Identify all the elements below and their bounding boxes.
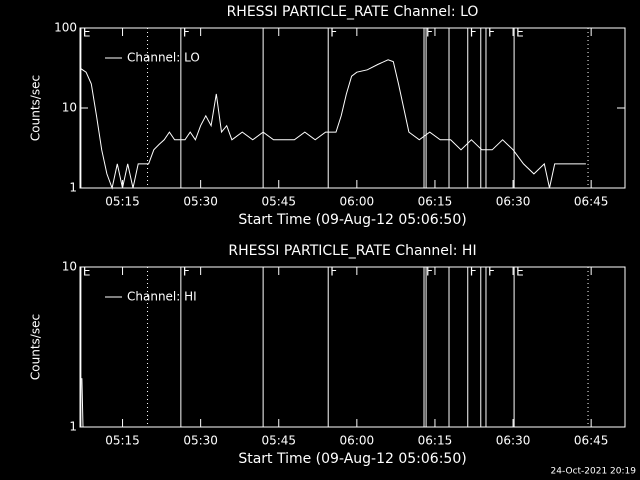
x-tick-label: 06:30 — [496, 434, 531, 448]
y-tick-label: 10 — [62, 101, 77, 115]
flag-label: F — [426, 265, 433, 279]
y-tick-label: 10 — [62, 260, 77, 274]
flag-label: F — [183, 26, 190, 40]
flag-label: F — [330, 26, 337, 40]
x-tick-label: 05:15 — [105, 434, 140, 448]
x-tick-label: 05:45 — [261, 434, 296, 448]
chart-title: RHESSI PARTICLE_RATE Channel: HI — [228, 243, 476, 259]
flag-label: F — [426, 26, 433, 40]
x-tick-label: 06:15 — [418, 434, 453, 448]
data-line — [80, 59, 586, 190]
legend-label: Channel: LO — [127, 51, 200, 65]
flag-label: F — [470, 26, 477, 40]
flag-label: F — [330, 265, 337, 279]
y-tick-label: 100 — [54, 21, 77, 35]
flag-label: F — [183, 265, 190, 279]
x-axis-label: Start Time (09-Aug-12 05:06:50) — [238, 212, 466, 228]
x-tick-label: 05:30 — [183, 434, 218, 448]
x-tick-label: 06:45 — [574, 195, 609, 209]
flag-label: E — [83, 26, 91, 40]
x-tick-label: 06:15 — [418, 195, 453, 209]
x-tick-label: 06:30 — [496, 195, 531, 209]
flag-label: F — [470, 265, 477, 279]
x-tick-label: 06:00 — [340, 434, 375, 448]
plot-frame — [79, 266, 626, 428]
data-line — [80, 378, 84, 428]
y-tick-label: 1 — [69, 181, 77, 195]
y-axis-label: Counts/sec — [29, 75, 43, 141]
chart-title: RHESSI PARTICLE_RATE Channel: LO — [227, 4, 479, 20]
x-tick-label: 05:45 — [261, 195, 296, 209]
flag-label: E — [83, 265, 91, 279]
x-tick-label: 06:45 — [574, 434, 609, 448]
flag-label: E — [516, 26, 524, 40]
legend-label: Channel: HI — [127, 290, 197, 304]
flag-label: F — [488, 26, 495, 40]
x-tick-label: 06:00 — [340, 195, 375, 209]
x-tick-label: 05:30 — [183, 195, 218, 209]
x-axis-label: Start Time (09-Aug-12 05:06:50) — [238, 451, 466, 467]
flag-label: F — [488, 265, 495, 279]
y-tick-label: 1 — [69, 420, 77, 434]
footer-date: 24-Oct-2021 20:19 — [551, 467, 637, 477]
y-axis-label: Counts/sec — [29, 314, 43, 380]
flag-label: E — [516, 265, 524, 279]
x-tick-label: 05:15 — [105, 195, 140, 209]
